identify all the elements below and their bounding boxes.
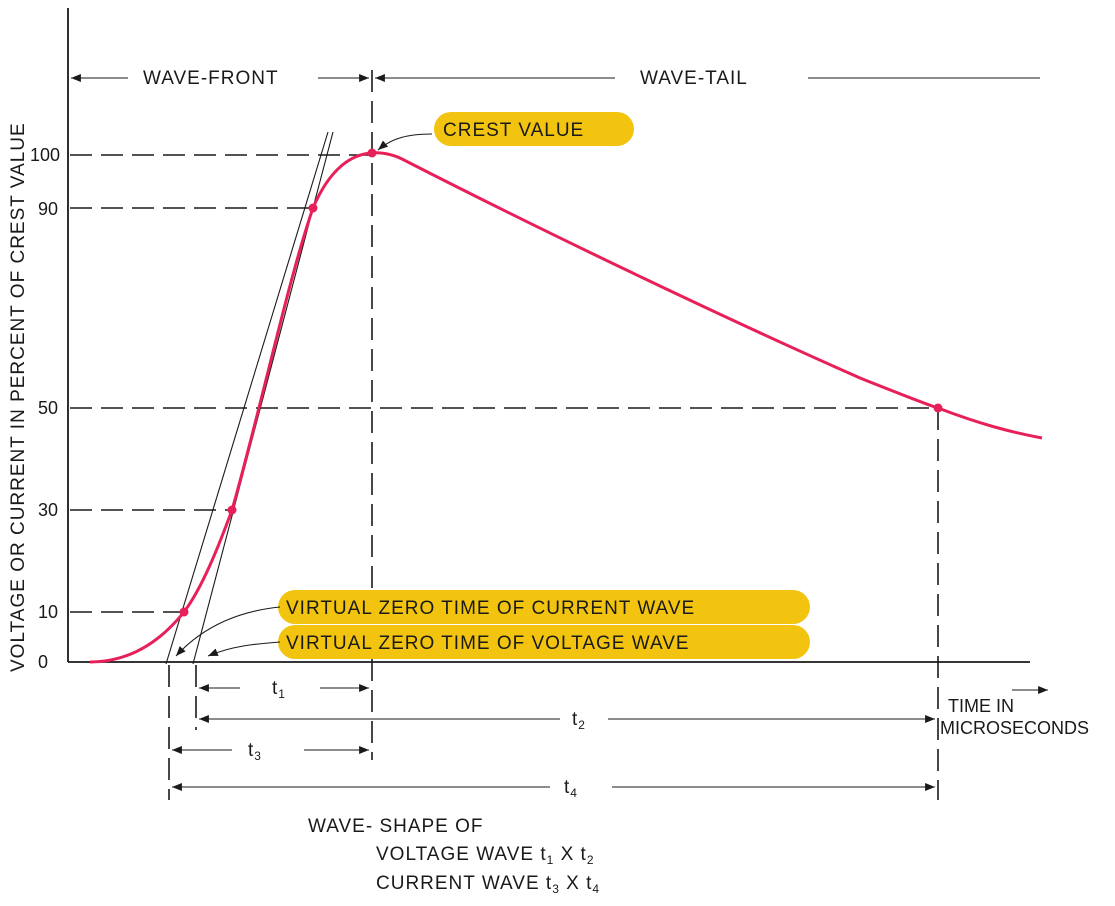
wave-front-label: WAVE-FRONT <box>143 68 279 89</box>
caption-line2: VOLTAGE WAVE t1 X t2 <box>376 844 595 867</box>
tick-50: 50 <box>38 398 58 418</box>
point-50-percent-tail <box>933 403 943 413</box>
t3-label: t3 <box>248 740 262 763</box>
point-10-percent <box>179 607 189 617</box>
tick-30: 30 <box>38 500 58 520</box>
time-axis-label-line1: TIME IN <box>948 696 1014 716</box>
t4-label: t4 <box>564 777 578 800</box>
current-zero-callout-label: VIRTUAL ZERO TIME OF CURRENT WAVE <box>286 598 695 619</box>
t1-label: t1 <box>272 678 286 701</box>
wave-tail-label: WAVE-TAIL <box>640 68 748 89</box>
tick-0: 0 <box>38 652 48 672</box>
voltage-zero-callout-pill <box>278 625 810 659</box>
point-crest <box>367 148 377 158</box>
current-tangent-line <box>165 131 329 665</box>
current-zero-callout-arrow <box>175 606 281 657</box>
voltage-zero-callout-arrow <box>207 641 281 657</box>
crest-callout-pill <box>434 112 634 146</box>
crest-callout-label: CREST VALUE <box>443 120 584 141</box>
tick-100: 100 <box>30 145 60 165</box>
voltage-zero-callout-label: VIRTUAL ZERO TIME OF VOLTAGE WAVE <box>286 633 690 654</box>
tick-10: 10 <box>38 602 58 622</box>
current-zero-callout-pill <box>278 590 810 624</box>
crest-callout-arrow <box>377 133 433 151</box>
y-axis-label: VOLTAGE OR CURRENT IN PERCENT OF CREST V… <box>8 122 29 672</box>
time-axis-label-line2: MICROSECONDS <box>940 718 1089 738</box>
point-90-percent <box>308 203 318 213</box>
caption-line1: WAVE- SHAPE OF <box>308 816 484 837</box>
tick-90: 90 <box>38 199 58 219</box>
caption-line3: CURRENT WAVE t3 X t4 <box>376 873 600 896</box>
point-30-percent <box>227 505 237 515</box>
t2-label: t2 <box>572 709 586 732</box>
